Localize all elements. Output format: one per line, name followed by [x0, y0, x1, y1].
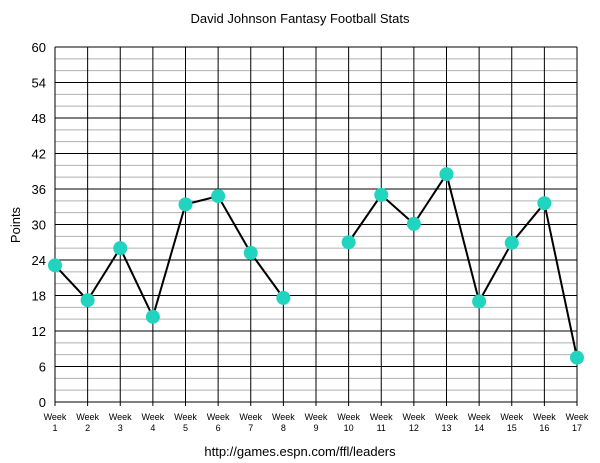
data-point — [145, 309, 160, 324]
grid — [54, 46, 578, 406]
chart-title: David Johnson Fantasy Football Stats — [191, 11, 410, 26]
data-point — [341, 235, 356, 250]
series-line — [54, 194, 285, 320]
data-point — [276, 290, 291, 305]
data-point — [406, 216, 421, 231]
data-point — [80, 293, 95, 308]
x-tick-label: Week 1 — [44, 412, 67, 433]
y-tick-label: 54 — [32, 76, 46, 91]
data-point — [211, 189, 226, 204]
y-tick-label: 30 — [32, 218, 46, 233]
data-point — [243, 245, 258, 260]
source-url: http://games.espn.com/ffl/leaders — [204, 444, 396, 459]
data-point — [48, 258, 62, 273]
y-tick-label: 48 — [32, 111, 46, 126]
x-tick-label: Week 4 — [141, 412, 164, 433]
data-point — [374, 187, 389, 202]
y-tick-label: 18 — [32, 289, 46, 304]
data-point — [537, 196, 552, 211]
x-tick-label: Week 10 — [337, 412, 360, 433]
x-tick-label: Week 8 — [272, 412, 295, 433]
x-tick-label: Week 9 — [305, 412, 328, 433]
y-tick-label: 6 — [39, 360, 46, 375]
x-tick-label: Week 7 — [239, 412, 262, 433]
x-tick-label: Week 2 — [76, 412, 99, 433]
y-axis-label: Points — [8, 206, 23, 243]
series — [48, 167, 584, 365]
y-tick-labels: 0 6 12 18 24 30 36 42 48 54 60 — [32, 40, 46, 410]
y-tick-label: 12 — [32, 324, 46, 339]
x-tick-label: Week 11 — [370, 412, 393, 433]
series-line — [347, 171, 578, 358]
y-tick-label: 60 — [32, 40, 46, 55]
data-point — [472, 294, 487, 309]
data-point — [178, 197, 193, 212]
x-tick-label: Week 13 — [435, 412, 458, 433]
data-point — [113, 241, 128, 256]
x-tick-label: Week 15 — [500, 412, 523, 433]
y-tick-label: 36 — [32, 182, 46, 197]
x-tick-label: Week 6 — [207, 412, 230, 433]
x-tick-label: Week 16 — [533, 412, 556, 433]
data-point — [570, 350, 584, 365]
x-tick-label: Week 3 — [109, 412, 132, 433]
data-point — [439, 167, 454, 182]
data-point — [504, 235, 519, 250]
x-tick-label: Week 14 — [468, 412, 491, 433]
y-tick-label: 42 — [32, 147, 46, 162]
x-tick-label: Week 17 — [566, 412, 589, 433]
x-tick-label: Week 12 — [402, 412, 425, 433]
y-tick-label: 24 — [32, 253, 46, 268]
x-tick-label: Week 5 — [174, 412, 197, 433]
y-tick-label: 0 — [39, 395, 46, 410]
x-tick-labels: Week 1 Week 2 Week 3 Week 4 Week 5 Week 6 Week 7 Week 8… — [44, 412, 589, 433]
